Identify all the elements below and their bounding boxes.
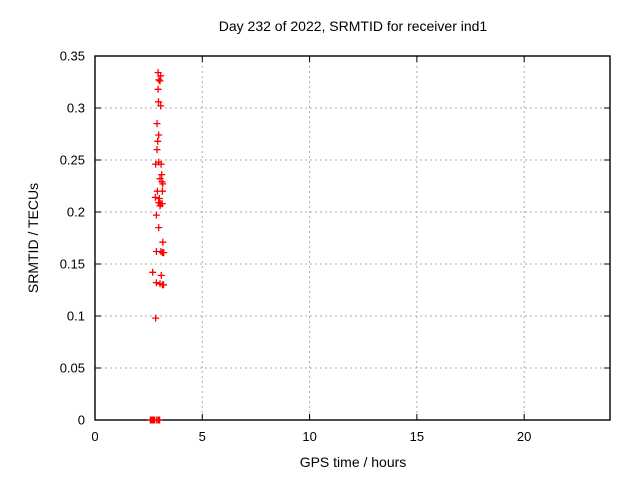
tick-marks — [94, 55, 610, 421]
chart-title: Day 232 of 2022, SRMTID for receiver ind… — [218, 18, 488, 34]
y-tick-label: 0.3 — [66, 100, 85, 116]
y-tick-label: 0.35 — [59, 48, 85, 64]
y-tick-label: 0.2 — [66, 204, 85, 220]
y-tick-label: 0.1 — [66, 308, 85, 324]
x-tick-label: 15 — [409, 429, 425, 444]
plot-frame — [94, 55, 611, 421]
x-tick-label: 10 — [302, 429, 317, 444]
gridlines — [95, 56, 610, 420]
y-axis-label: SRMTID / TECUs — [25, 182, 41, 294]
x-tick-label: 5 — [198, 429, 206, 444]
data-points — [146, 69, 168, 424]
x-tick-label: 20 — [516, 429, 532, 444]
x-axis-label: GPS time / hours — [299, 454, 407, 470]
y-tick-label: 0.05 — [59, 360, 85, 376]
y-tick-label: 0 — [77, 412, 85, 428]
y-tick-label: 0.15 — [59, 256, 85, 272]
x-tick-label: 0 — [91, 429, 99, 444]
y-tick-label: 0.25 — [59, 152, 85, 168]
